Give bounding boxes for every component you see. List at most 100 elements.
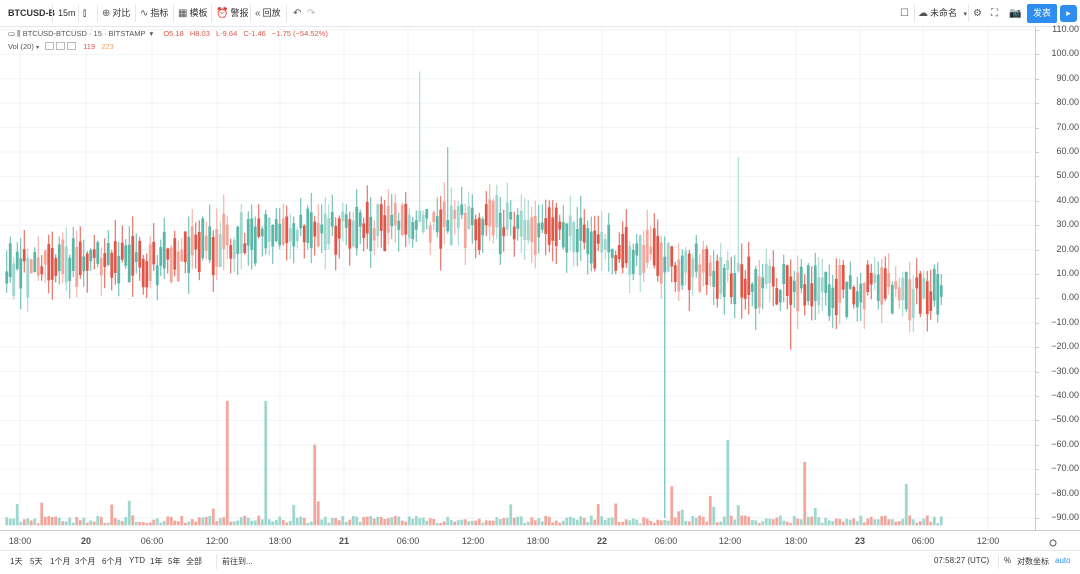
expand-button[interactable]: ⛶ <box>991 0 1000 27</box>
compare-button[interactable]: ⊕ 对比 <box>102 0 130 27</box>
log-scale-toggle[interactable]: 对数坐标 <box>1017 557 1049 566</box>
legend-toggle-icon[interactable]: ▭ ⫼ <box>8 29 23 38</box>
volume-bar <box>558 522 562 526</box>
candle-body <box>533 215 537 256</box>
volume-bar <box>208 515 212 526</box>
volume-legend-label[interactable]: Vol (20) <box>8 42 34 51</box>
volume-bar <box>526 521 530 526</box>
volume-bar <box>834 518 838 526</box>
candle-body <box>652 228 656 266</box>
candle-body <box>439 209 443 249</box>
publish-button[interactable]: 发表 <box>1027 4 1057 23</box>
candle-body <box>260 228 264 237</box>
candle-body <box>673 265 677 283</box>
range-button[interactable]: 3个月 <box>75 557 96 566</box>
volume-bar <box>222 517 226 526</box>
range-button[interactable]: 1个月 <box>50 557 71 566</box>
candle-body <box>460 204 464 215</box>
candle-body <box>103 253 107 267</box>
candle-body <box>635 243 639 256</box>
templates-button[interactable]: ▦ 模板 <box>178 0 207 27</box>
candle-body <box>820 277 824 293</box>
fullscreen-toggle[interactable]: ☐ <box>900 0 911 27</box>
range-button[interactable]: 5年 <box>168 557 181 566</box>
candle-body <box>607 224 611 253</box>
range-button[interactable]: 1年 <box>150 557 163 566</box>
candle-body <box>145 261 149 288</box>
price-tick-label: 10.00 <box>1056 268 1079 278</box>
candle-body <box>600 232 604 253</box>
goto-date-button[interactable]: 前往到... <box>222 557 253 566</box>
candle-body <box>911 289 915 318</box>
legend-dropdown-icon[interactable]: ▾ <box>149 29 154 38</box>
percent-scale-toggle[interactable]: % <box>1004 556 1012 565</box>
candlestick-chart[interactable] <box>0 27 1035 530</box>
volume-bar <box>792 515 796 526</box>
time-scale[interactable]: 18:00 20 06:00 12:00 18:00 21 06:00 12:00 18:00 2… <box>0 530 1080 550</box>
volume-bar <box>246 517 250 526</box>
volume-bar <box>260 519 264 526</box>
chart-pane[interactable] <box>0 27 1035 530</box>
candle-body <box>932 268 936 301</box>
volume-bar <box>162 520 166 526</box>
volume-bar <box>467 521 471 526</box>
volume-bar <box>628 520 632 526</box>
volume-bar <box>89 520 93 526</box>
indicator-wave-icon: ∿ <box>140 8 149 19</box>
chart-type-button[interactable]: ⫾ <box>83 0 88 27</box>
volume-bar <box>939 516 943 526</box>
play-circle-icon: ▸ <box>1066 8 1071 18</box>
price-scale[interactable]: 110.00 100.00 90.00 80.00 70.00 60.00 50.00 40.… <box>1035 24 1080 530</box>
square-icon: ☐ <box>900 8 909 19</box>
time-tick-label: 22 <box>596 536 608 546</box>
snapshot-button[interactable]: 📷 <box>1009 0 1023 27</box>
range-button[interactable]: 全部 <box>186 557 202 566</box>
volume-bar <box>666 520 670 526</box>
volume-bar <box>890 519 894 526</box>
alarm-clock-icon: ⏰ <box>216 8 229 19</box>
settings-button[interactable]: ⚙ <box>973 0 984 27</box>
time-tick-label: 20 <box>80 536 92 546</box>
chevron-down-icon[interactable]: ▾ <box>35 45 39 51</box>
volume-bar <box>565 517 569 526</box>
range-button[interactable]: 1天 <box>10 557 23 566</box>
auto-scale-toggle[interactable]: auto <box>1055 556 1071 565</box>
candle-body <box>687 253 691 291</box>
scale-settings-button[interactable] <box>1048 535 1058 547</box>
volume-bar <box>659 520 663 526</box>
interval-selector[interactable]: 15m <box>58 8 76 18</box>
candle-body <box>495 195 499 228</box>
symbol-search[interactable]: BTCUSD-B <box>8 8 55 18</box>
range-button[interactable]: 5天 <box>30 557 43 566</box>
range-button[interactable]: 6个月 <box>102 557 123 566</box>
time-tick-label: 12:00 <box>976 536 1000 546</box>
volume-bar <box>404 521 408 526</box>
replay-button[interactable]: «回放 <box>255 0 281 27</box>
utc-clock[interactable]: 07:58:27 (UTC) <box>934 556 990 565</box>
legend-buttons[interactable] <box>44 42 77 51</box>
candle-body <box>484 204 488 226</box>
volume-bar <box>264 400 268 526</box>
volume-bar <box>376 516 380 526</box>
toolbar-divider <box>216 555 217 569</box>
save-layout-button[interactable]: ☁ 未命名 ▾ <box>918 0 969 27</box>
redo-button[interactable]: ↷ <box>307 0 317 27</box>
plus-circle-icon: ⊕ <box>102 8 111 19</box>
volume-bar <box>351 516 355 526</box>
alerts-label: 警报 <box>230 8 249 18</box>
candle-body <box>736 262 740 272</box>
candle-body <box>670 246 674 267</box>
volume-bar <box>197 517 201 526</box>
range-button[interactable]: YTD <box>129 556 145 565</box>
candle-body <box>29 259 33 274</box>
candle-body <box>547 207 551 245</box>
volume-bar <box>922 518 926 526</box>
candle-body <box>323 213 327 251</box>
candle-body <box>939 285 943 297</box>
candle-body <box>110 252 114 278</box>
alerts-button[interactable]: ⏰ 警报 <box>216 0 248 27</box>
undo-button[interactable]: ↶ <box>293 0 303 27</box>
indicators-button[interactable]: ∿ 指标 <box>140 0 168 27</box>
publish-options-button[interactable]: ▸ <box>1060 5 1077 22</box>
candle-body <box>264 214 268 249</box>
